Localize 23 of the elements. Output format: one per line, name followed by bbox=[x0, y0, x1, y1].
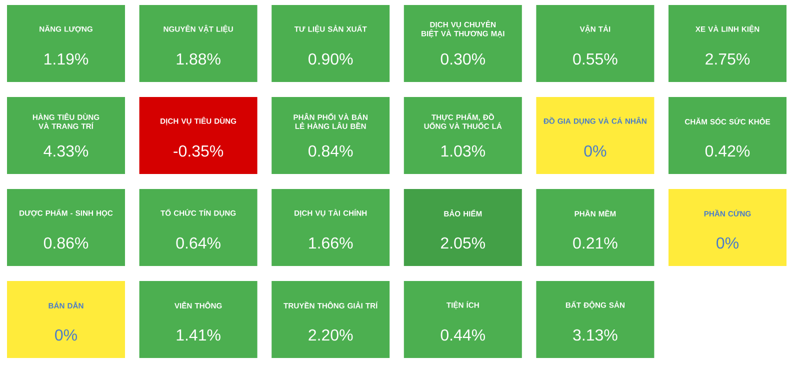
data-label: 0.44% bbox=[440, 329, 486, 341]
data-label: 0.86% bbox=[44, 237, 88, 249]
data-label: 1.03% bbox=[441, 145, 486, 157]
data-label: -0.35% bbox=[174, 145, 224, 157]
data-label: 0.21% bbox=[573, 237, 618, 249]
data-label: 2.20% bbox=[308, 329, 353, 341]
data-label: 0% bbox=[716, 237, 738, 249]
data-label: 2.75% bbox=[706, 53, 750, 65]
data-label: 1.66% bbox=[309, 237, 353, 249]
data-label: 0.64% bbox=[176, 237, 220, 249]
data-label: 0% bbox=[55, 329, 77, 341]
data-label: 4.33% bbox=[44, 145, 88, 157]
data-label: 2.05% bbox=[441, 237, 486, 249]
data-label: 0.55% bbox=[573, 53, 618, 65]
data-label: 0.30% bbox=[440, 53, 486, 65]
data-label: 0.90% bbox=[308, 53, 353, 65]
data-label: 0.42% bbox=[705, 145, 750, 157]
data-label: 1.88% bbox=[176, 53, 220, 65]
data-label: 0.84% bbox=[308, 145, 353, 157]
data-label: 3.13% bbox=[573, 329, 618, 341]
data-label: 0% bbox=[584, 145, 606, 157]
data-label: 1.41% bbox=[176, 329, 220, 341]
data-label: 1.19% bbox=[44, 53, 88, 65]
